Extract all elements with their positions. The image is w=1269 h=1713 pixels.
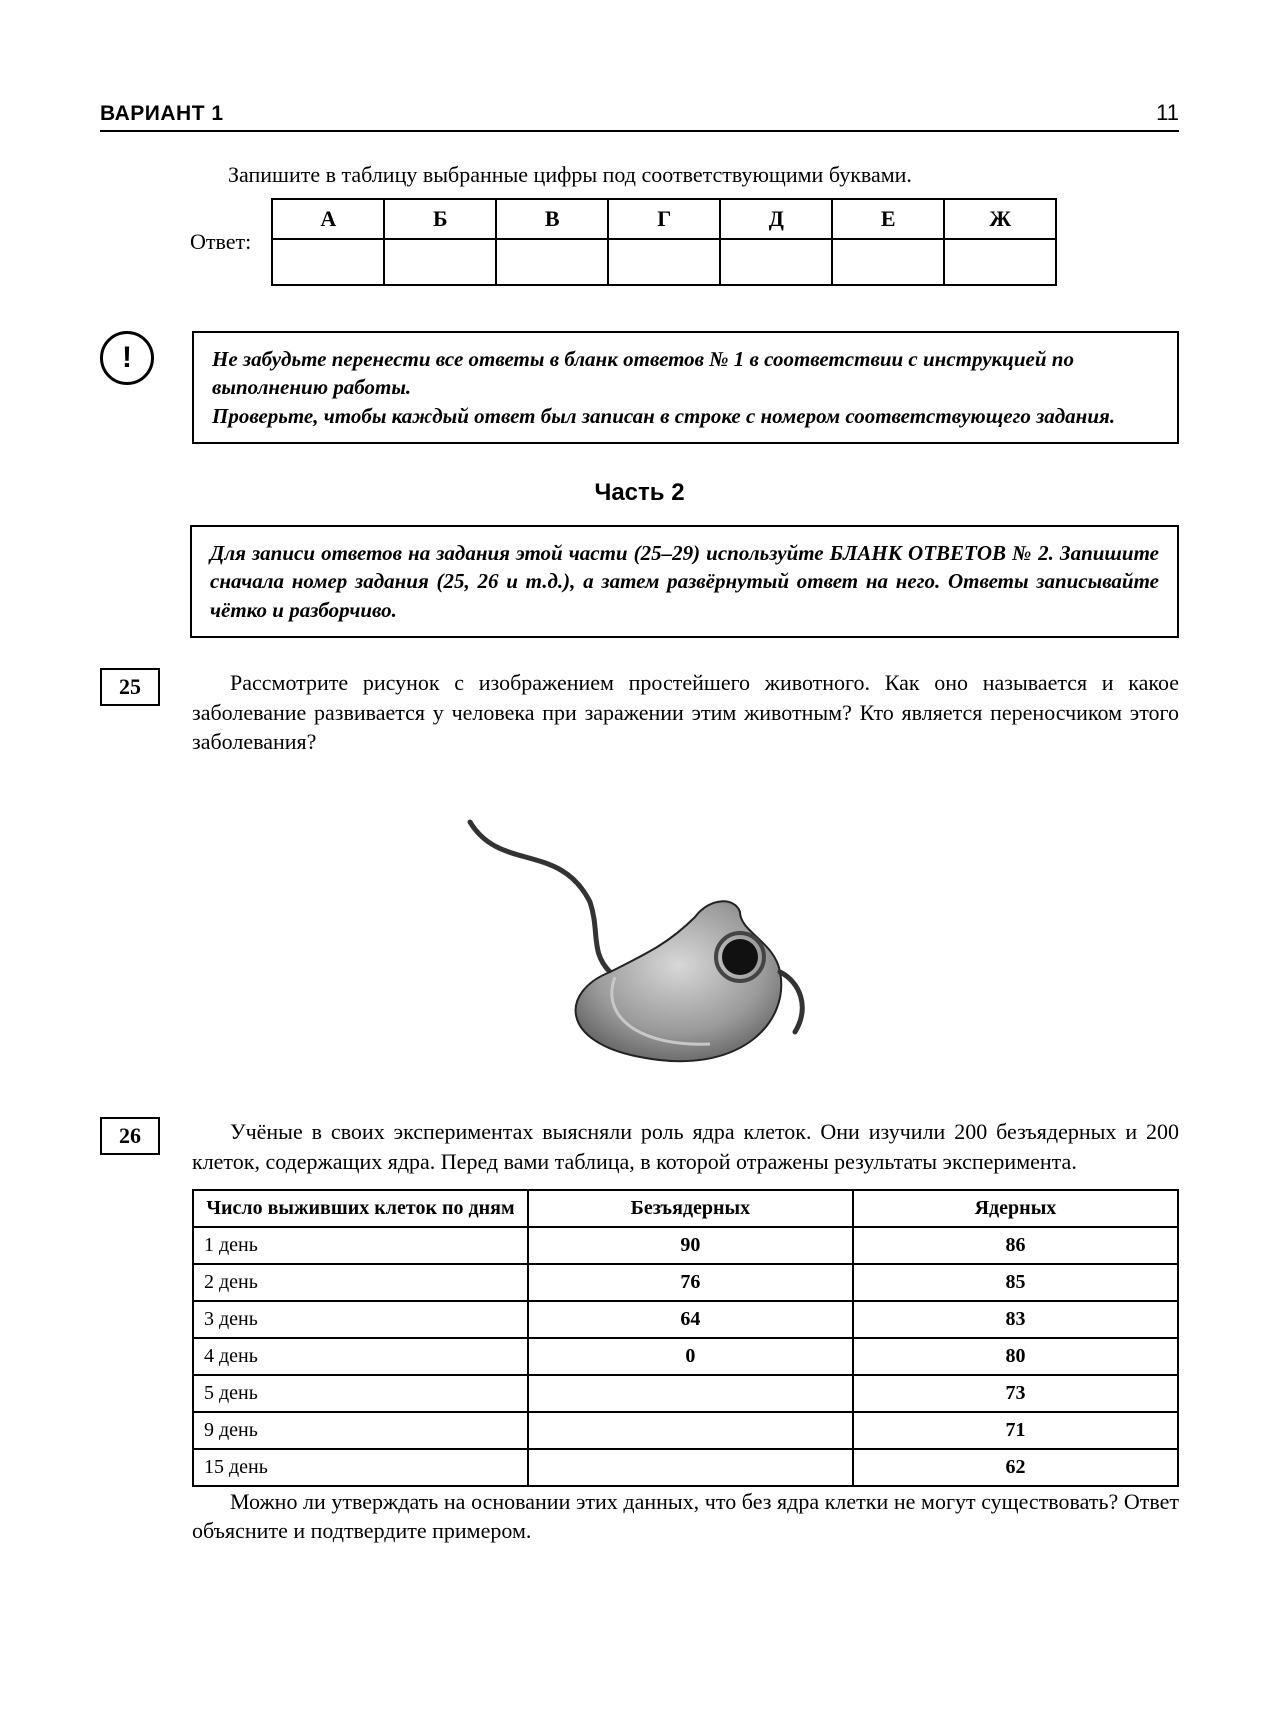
- task-26-after: Можно ли утверждать на основании этих да…: [192, 1487, 1179, 1546]
- ans-B[interactable]: [384, 239, 496, 285]
- col-D: Д: [720, 199, 832, 239]
- val-b: 73: [853, 1375, 1178, 1412]
- val-b: 71: [853, 1412, 1178, 1449]
- variant-label: ВАРИАНТ 1: [100, 102, 224, 126]
- day-cell: 1 день: [193, 1227, 528, 1264]
- col-E: Е: [832, 199, 944, 239]
- ans-A[interactable]: [272, 239, 384, 285]
- ans-Zh[interactable]: [944, 239, 1056, 285]
- th-nuclear: Ядерных: [853, 1190, 1178, 1227]
- val-b: 85: [853, 1264, 1178, 1301]
- answer-header-row: А Б В Г Д Е Ж: [272, 199, 1056, 239]
- organism-image: [100, 782, 1179, 1072]
- part2-box-wrap: Для записи ответов на задания этой части…: [190, 525, 1179, 638]
- reminder-line2: Проверьте, чтобы каждый ответ был записа…: [212, 404, 1115, 428]
- task-26-body: Учёные в своих экспериментах выясняли ро…: [192, 1117, 1179, 1546]
- page: ВАРИАНТ 1 11 Запишите в таблицу выбранны…: [0, 0, 1269, 1713]
- day-cell: 15 день: [193, 1449, 528, 1486]
- val-a: 76: [528, 1264, 853, 1301]
- task-25: 25 Рассмотрите рисунок с изображением пр…: [100, 668, 1179, 757]
- page-header: ВАРИАНТ 1 11: [100, 100, 1179, 132]
- reminder-line1: Не забудьте перенести все ответы в бланк…: [212, 347, 1074, 399]
- val-b: 86: [853, 1227, 1178, 1264]
- table-header-row: Число выживших клеток по дням Безъядерны…: [193, 1190, 1178, 1227]
- day-cell: 5 день: [193, 1375, 528, 1412]
- val-a: [528, 1412, 853, 1449]
- answer-row: Ответ: А Б В Г Д Е Ж: [190, 198, 1179, 286]
- col-A: А: [272, 199, 384, 239]
- val-a: 64: [528, 1301, 853, 1338]
- val-b: 80: [853, 1338, 1178, 1375]
- val-a: [528, 1375, 853, 1412]
- task-26-intro: Учёные в своих экспериментах выясняли ро…: [192, 1117, 1179, 1176]
- answer-value-row: [272, 239, 1056, 285]
- table-row: 2 день 76 85: [193, 1264, 1178, 1301]
- reminder-box: Не забудьте перенести все ответы в бланк…: [192, 331, 1179, 444]
- task-25-number: 25: [100, 668, 160, 706]
- val-b: 62: [853, 1449, 1178, 1486]
- day-cell: 3 день: [193, 1301, 528, 1338]
- part2-title: Часть 2: [100, 479, 1179, 507]
- day-cell: 4 день: [193, 1338, 528, 1375]
- task-26: 26 Учёные в своих экспериментах выясняли…: [100, 1117, 1179, 1546]
- day-cell: 2 день: [193, 1264, 528, 1301]
- exclaim-icon: !: [100, 331, 154, 385]
- val-a: 0: [528, 1338, 853, 1375]
- col-B: Б: [384, 199, 496, 239]
- ans-E[interactable]: [832, 239, 944, 285]
- table-row: 9 день 71: [193, 1412, 1178, 1449]
- col-G: Г: [608, 199, 720, 239]
- answer-label: Ответ:: [190, 229, 251, 255]
- write-digits-instruction: Запишите в таблицу выбранные цифры под с…: [190, 162, 1179, 188]
- ans-D[interactable]: [720, 239, 832, 285]
- table-row: 3 день 64 83: [193, 1301, 1178, 1338]
- task-25-text: Рассмотрите рисунок с изображением прост…: [192, 668, 1179, 757]
- th-days: Число выживших клеток по дням: [193, 1190, 528, 1227]
- experiment-table: Число выживших клеток по дням Безъядерны…: [192, 1189, 1179, 1487]
- ans-G[interactable]: [608, 239, 720, 285]
- day-cell: 9 день: [193, 1412, 528, 1449]
- table-row: 5 день 73: [193, 1375, 1178, 1412]
- task-26-number: 26: [100, 1117, 160, 1155]
- val-b: 83: [853, 1301, 1178, 1338]
- table-row: 1 день 90 86: [193, 1227, 1178, 1264]
- reminder-row: ! Не забудьте перенести все ответы в бла…: [100, 331, 1179, 444]
- instruction-text: Запишите в таблицу выбранные цифры под с…: [190, 162, 1179, 188]
- answer-table: А Б В Г Д Е Ж: [271, 198, 1057, 286]
- th-anuclear: Безъядерных: [528, 1190, 853, 1227]
- table-row: 4 день 0 80: [193, 1338, 1178, 1375]
- val-a: [528, 1449, 853, 1486]
- task-25-text-content: Рассмотрите рисунок с изображением прост…: [192, 668, 1179, 757]
- val-a: 90: [528, 1227, 853, 1264]
- ans-V[interactable]: [496, 239, 608, 285]
- table-row: 15 день 62: [193, 1449, 1178, 1486]
- col-Zh: Ж: [944, 199, 1056, 239]
- page-number: 11: [1156, 100, 1179, 126]
- part2-instruction-box: Для записи ответов на задания этой части…: [190, 525, 1179, 638]
- trypanosome-svg: [440, 782, 840, 1072]
- col-V: В: [496, 199, 608, 239]
